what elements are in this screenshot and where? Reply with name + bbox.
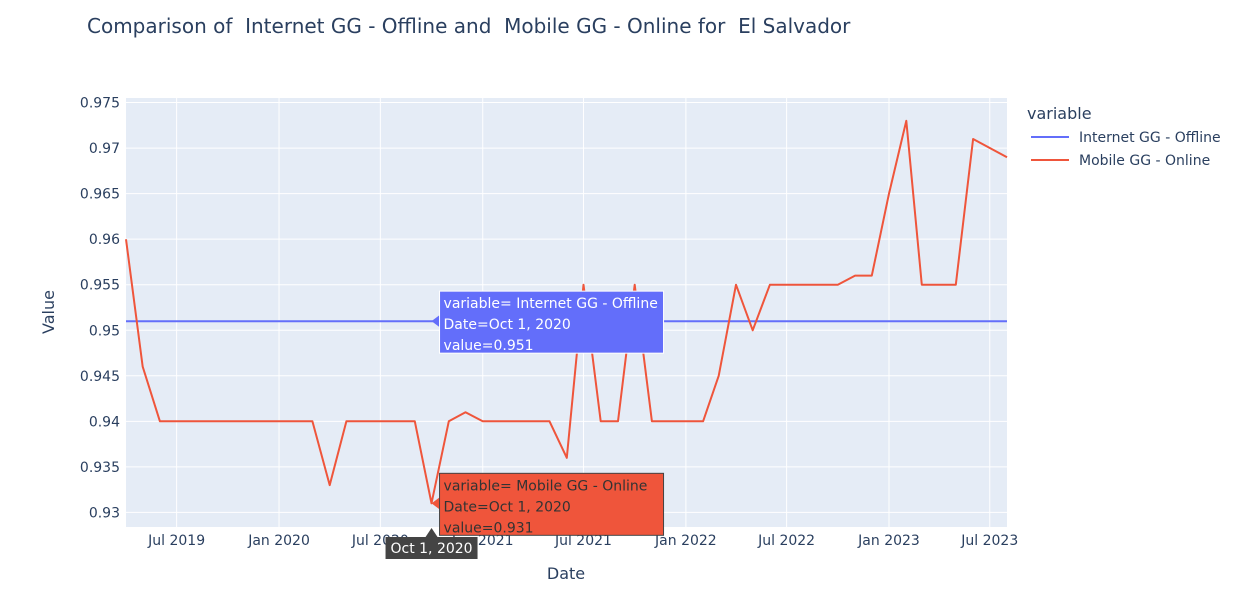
y-tick-labels: 0.93 0.935 0.94 0.945 0.95 0.955 0.96 0.965 0.97… (80, 96, 120, 522)
tooltip-line: variable= Mobile GG - Online (444, 478, 648, 494)
x-axis-title: Date (547, 564, 585, 583)
x-tick-label: Jan 2020 (247, 533, 310, 549)
y-tick-label: 0.97 (89, 141, 120, 157)
x-hover-text: Oct 1, 2020 (390, 541, 472, 557)
tooltip-line: Date=Oct 1, 2020 (444, 317, 571, 333)
x-hover-pointer (425, 528, 438, 537)
y-tick-label: 0.935 (80, 460, 120, 476)
x-tick-label: Jul 2019 (147, 533, 205, 549)
legend-item[interactable]: Mobile GG - Online (1031, 153, 1210, 169)
x-tick-label: Jul 2023 (960, 533, 1018, 549)
x-tick-label: Jul 2021 (554, 533, 612, 549)
y-tick-label: 0.93 (89, 505, 120, 521)
hover-tooltip: variable= Mobile GG - Online Date=Oct 1, … (431, 472, 665, 536)
tooltip-line: value=0.931 (444, 520, 534, 536)
legend-label: Mobile GG - Online (1079, 153, 1210, 169)
tooltip-box (439, 290, 665, 354)
tooltip-pointer (431, 315, 440, 328)
tooltip-line: variable= Internet GG - Offline (444, 296, 658, 312)
y-tick-label: 0.965 (80, 187, 120, 203)
y-tick-label: 0.975 (80, 96, 120, 112)
tooltip-box (439, 472, 665, 536)
hover-layer: variable= Internet GG - Offline Date=Oct … (385, 290, 665, 559)
x-tick-label: Jan 2022 (654, 533, 717, 549)
y-tick-label: 0.945 (80, 369, 120, 385)
tooltip-line: Date=Oct 1, 2020 (444, 499, 571, 515)
x-gridlines (176, 98, 991, 527)
legend-item[interactable]: Internet GG - Offline (1031, 130, 1221, 146)
x-tick-label: Jul 2022 (757, 533, 815, 549)
hover-tooltip: variable= Internet GG - Offline Date=Oct … (431, 290, 665, 354)
tooltip-line: value=0.951 (444, 338, 534, 354)
x-hover-label: Oct 1, 2020 (385, 528, 478, 559)
legend-label: Internet GG - Offline (1079, 130, 1221, 146)
y-tick-label: 0.955 (80, 278, 120, 294)
chart-title: Comparison of Internet GG - Offline and … (87, 14, 851, 38)
y-tick-label: 0.95 (89, 323, 120, 339)
y-axis-title: Value (39, 290, 58, 334)
y-tick-label: 0.96 (89, 232, 120, 248)
x-tick-label: Jan 2023 (857, 533, 920, 549)
y-tick-label: 0.94 (89, 414, 120, 430)
x-hover-box (385, 537, 478, 559)
tooltip-pointer (431, 497, 440, 510)
legend[interactable]: variable Internet GG - Offline Mobile GG … (1027, 104, 1221, 169)
legend-title: variable (1027, 104, 1092, 123)
